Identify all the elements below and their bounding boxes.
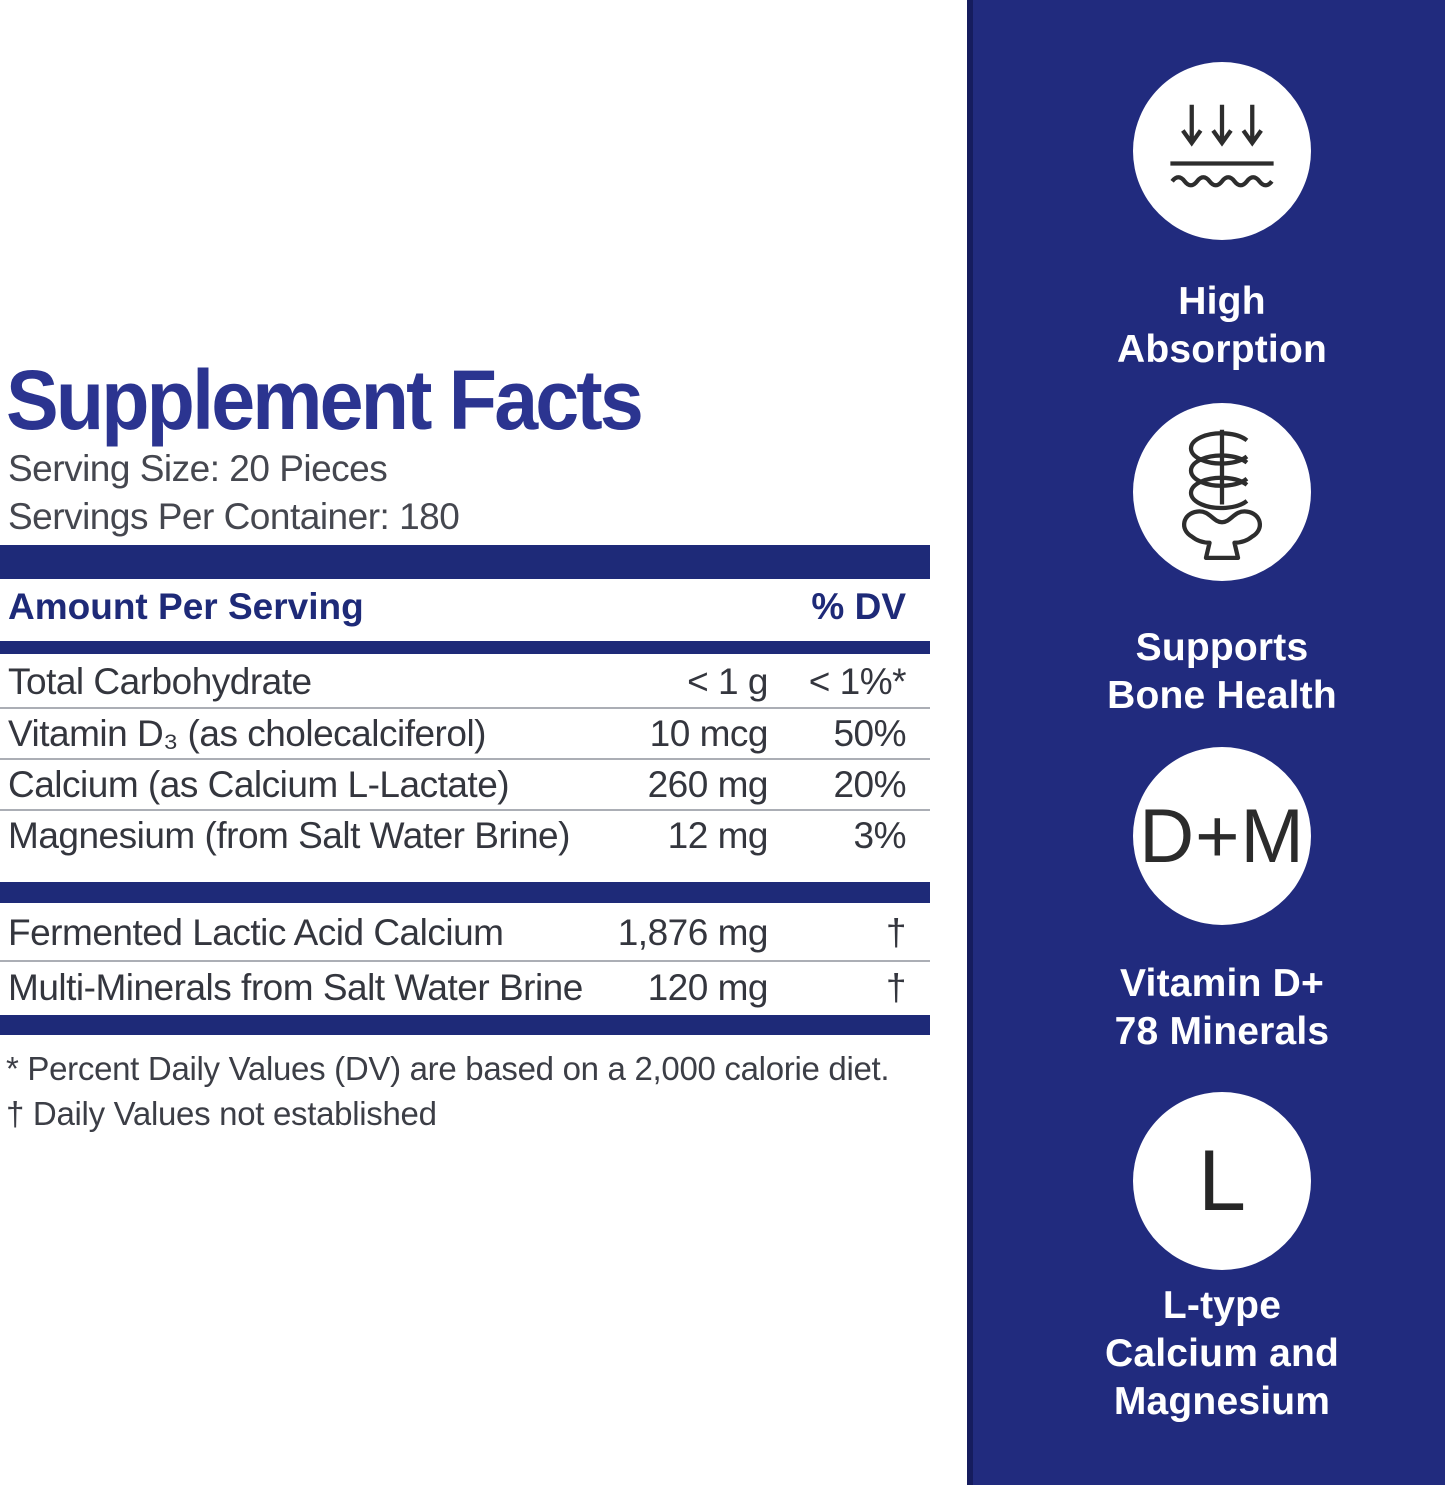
nutrient-amount: 12 mg xyxy=(667,814,769,856)
nutrient-amount: 120 mg xyxy=(647,967,769,1008)
footnotes: * Percent Daily Values (DV) are based on… xyxy=(6,1046,890,1136)
table-header: Amount Per Serving % DV xyxy=(0,586,930,628)
table-row: Magnesium (from Salt Water Brine) 12 mg … xyxy=(0,809,930,860)
table-row: Calcium (as Calcium L-Lactate) 260 mg 20… xyxy=(0,758,930,809)
nutrient-label: Magnesium (from Salt Water Brine) xyxy=(8,814,570,856)
nutrient-label: Calcium (as Calcium L-Lactate) xyxy=(8,763,510,805)
feature-caption-l-type: L-type Calcium and Magnesium xyxy=(1104,1284,1340,1423)
divider-bar-top xyxy=(0,545,930,579)
nutrient-label: Total Carbohydrate xyxy=(8,660,312,702)
divider-bar-header xyxy=(0,641,930,654)
bone-health-badge xyxy=(1133,403,1311,581)
footnote-asterisk: * Percent Daily Values (DV) are based on… xyxy=(6,1050,890,1087)
nutrient-label: Multi-Minerals from Salt Water Brine xyxy=(8,967,583,1008)
nutrient-amount: 10 mcg xyxy=(649,712,769,754)
servings-per-container: Servings Per Container: 180 xyxy=(8,496,460,537)
nutrient-table-extra: Fermented Lactic Acid Calcium 1,876 mg †… xyxy=(0,906,930,1014)
absorption-badge xyxy=(1133,62,1311,240)
nutrient-dv: 50% xyxy=(833,712,906,754)
l-badge-letter: L xyxy=(1198,1132,1246,1229)
feature-caption-bone-health: Supports Bone Health xyxy=(1107,626,1337,717)
nutrient-dv: † xyxy=(885,912,907,953)
divider-bar-bottom xyxy=(0,1015,930,1035)
percent-dv-header: % DV xyxy=(811,586,906,627)
table-row: Fermented Lactic Acid Calcium 1,876 mg † xyxy=(0,906,930,960)
nutrient-dv: 20% xyxy=(833,763,906,805)
divider-bar-middle xyxy=(0,882,930,903)
dm-badge: D+M xyxy=(1133,747,1311,925)
page-title: Supplement Facts xyxy=(6,353,644,447)
nutrient-amount: 260 mg xyxy=(647,763,769,805)
nutrient-label: Vitamin D₃ (as cholecalciferol) xyxy=(8,712,487,754)
nutrient-table: Total Carbohydrate < 1 g < 1%* Vitamin D… xyxy=(0,656,930,860)
amount-per-serving-header: Amount Per Serving xyxy=(8,586,364,627)
nutrient-label: Fermented Lactic Acid Calcium xyxy=(8,912,504,953)
serving-size: Serving Size: 20 Pieces xyxy=(8,448,388,489)
absorption-icon xyxy=(1170,104,1274,188)
nutrient-dv: † xyxy=(885,967,907,1008)
footnote-dagger: † Daily Values not established xyxy=(6,1095,437,1132)
dm-badge-letters: D+M xyxy=(1139,793,1305,879)
feature-caption-absorption: High Absorption xyxy=(1117,280,1327,371)
nutrient-dv: 3% xyxy=(853,814,907,856)
table-row: Vitamin D₃ (as cholecalciferol) 10 mcg 5… xyxy=(0,707,930,758)
spine-icon xyxy=(1182,429,1262,560)
nutrient-amount: 1,876 mg xyxy=(617,912,769,953)
table-row: Multi-Minerals from Salt Water Brine 120… xyxy=(0,960,930,1014)
nutrient-dv: < 1%* xyxy=(808,660,907,702)
feature-caption-vitamin-d: Vitamin D+ 78 Minerals xyxy=(1114,962,1330,1053)
nutrient-amount: < 1 g xyxy=(687,660,768,702)
l-badge: L xyxy=(1133,1092,1311,1270)
table-row: Total Carbohydrate < 1 g < 1%* xyxy=(0,656,930,707)
